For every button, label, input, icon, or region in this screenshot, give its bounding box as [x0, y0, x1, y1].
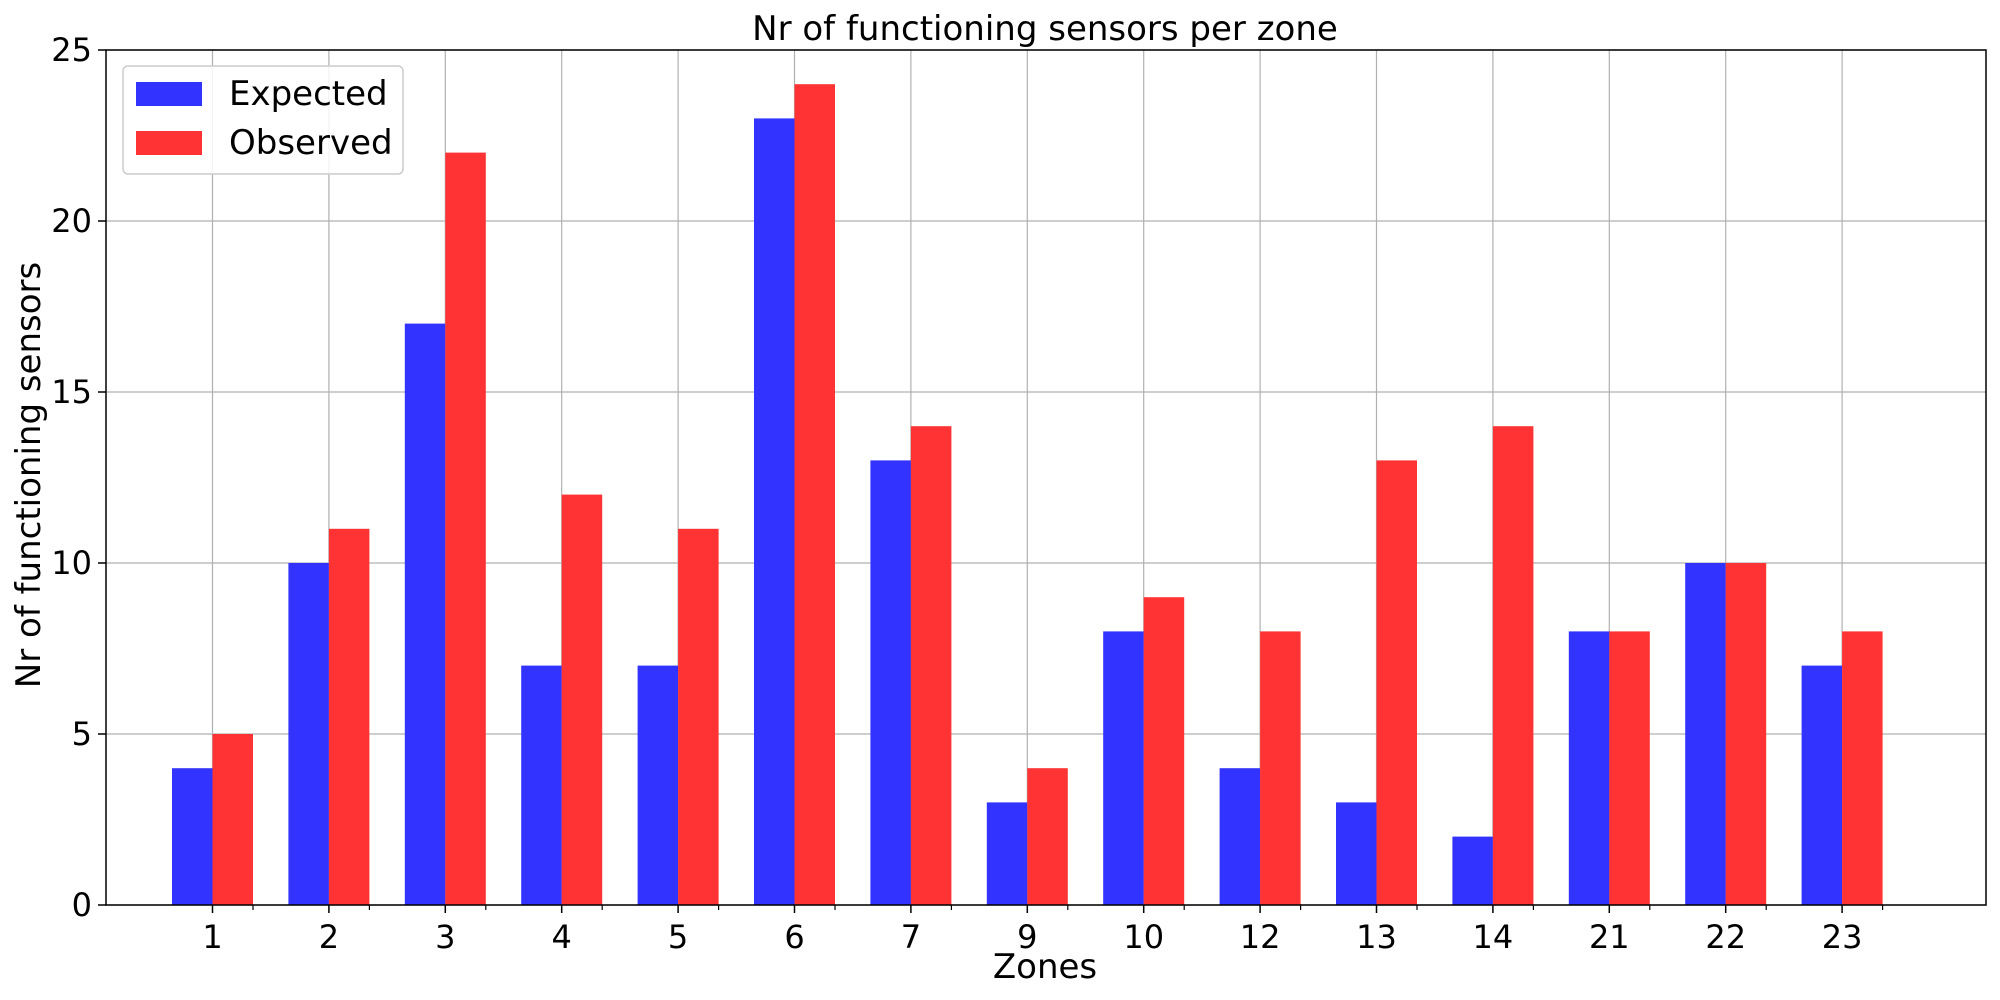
- bar-observed-zone-22: [1725, 563, 1767, 905]
- bar-observed-zone-23: [1842, 631, 1883, 905]
- bars: [172, 84, 1883, 906]
- bar-expected-zone-7: [870, 460, 911, 905]
- y-tick-label: 25: [51, 31, 92, 69]
- bar-expected-zone-5: [637, 665, 679, 905]
- x-tick-label: 9: [1017, 918, 1037, 956]
- bar-observed-zone-1: [212, 734, 253, 905]
- x-tick-label: 13: [1356, 918, 1397, 956]
- bar-expected-zone-21: [1568, 631, 1610, 905]
- bar-observed-zone-12: [1260, 631, 1301, 905]
- bar-expected-zone-14: [1452, 836, 1493, 905]
- y-axis-ticks: 0 5 10 15 20 25: [51, 31, 106, 924]
- bar-observed-zone-3: [445, 152, 486, 906]
- plot-frame: [105, 49, 1987, 906]
- bar-expected-zone-23: [1801, 665, 1843, 905]
- x-tick-label: 10: [1123, 918, 1164, 956]
- bar-observed-zone-2: [328, 528, 370, 905]
- bar-expected-zone-13: [1336, 802, 1377, 905]
- y-tick-label: 20: [51, 202, 92, 240]
- bar-expected-zone-4: [521, 665, 562, 905]
- legend: Expected Observed: [122, 65, 404, 175]
- bar-observed-zone-9: [1027, 768, 1068, 905]
- x-tick-label: 22: [1705, 918, 1746, 956]
- x-tick-label: 23: [1822, 918, 1863, 956]
- bar-observed-zone-5: [678, 528, 719, 905]
- x-tick-label: 6: [784, 918, 804, 956]
- x-axis-label: Zones: [993, 947, 1097, 987]
- legend-label-expected: Expected: [229, 74, 388, 114]
- y-tick-label: 10: [51, 544, 92, 582]
- x-tick-label: 21: [1589, 918, 1630, 956]
- bar-expected-zone-2: [288, 563, 329, 905]
- bar-observed-zone-7: [910, 426, 952, 905]
- x-tick-label: 3: [435, 918, 455, 956]
- y-tick-label: 15: [51, 373, 92, 411]
- chart-title: Nr of functioning sensors per zone: [752, 9, 1338, 49]
- legend-label-observed: Observed: [229, 123, 393, 163]
- bar-expected-zone-10: [1103, 631, 1144, 905]
- bar-observed-zone-13: [1376, 460, 1417, 905]
- x-tick-label: 5: [668, 918, 688, 956]
- bar-expected-zone-9: [986, 802, 1028, 905]
- y-axis-label: Nr of functioning sensors: [9, 262, 49, 688]
- x-tick-label: 14: [1473, 918, 1514, 956]
- legend-swatch-expected: [136, 82, 202, 106]
- x-tick-label: 7: [901, 918, 921, 956]
- x-tick-label: 1: [202, 918, 222, 956]
- bar-expected-zone-3: [404, 323, 446, 906]
- bar-observed-zone-10: [1143, 597, 1185, 905]
- x-tick-label: 12: [1240, 918, 1281, 956]
- bar-expected-zone-22: [1685, 563, 1726, 905]
- bar-observed-zone-4: [561, 494, 603, 905]
- x-tick-label: 2: [319, 918, 339, 956]
- y-tick-label: 0: [72, 886, 92, 924]
- legend-swatch-observed: [136, 131, 202, 155]
- bar-observed-zone-14: [1492, 426, 1534, 905]
- x-axis-ticks: 1 2 3 4 5 6 7 9 10 12 13 14 21 22 23: [202, 905, 1884, 956]
- bar-observed-zone-21: [1609, 631, 1650, 905]
- y-tick-label: 5: [72, 715, 92, 753]
- bar-expected-zone-12: [1219, 768, 1261, 905]
- x-tick-label: 4: [552, 918, 572, 956]
- bar-observed-zone-6: [794, 84, 835, 905]
- bar-expected-zone-6: [754, 118, 795, 905]
- bar-expected-zone-1: [172, 768, 213, 905]
